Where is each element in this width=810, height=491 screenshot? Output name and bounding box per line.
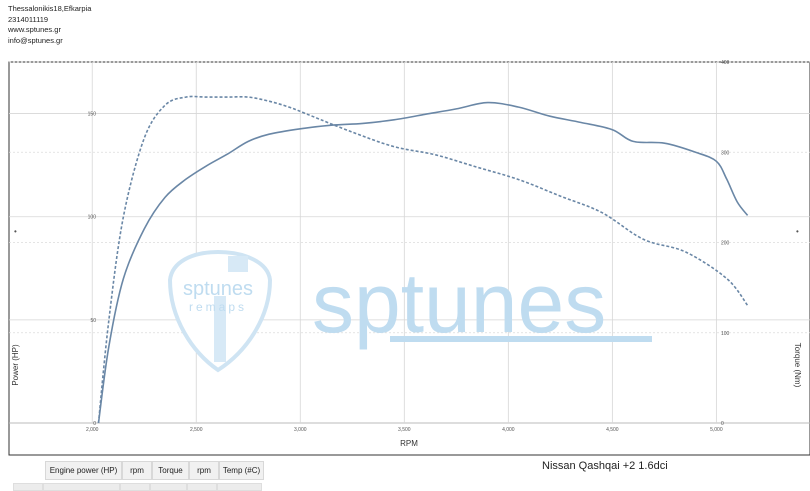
- header-power-rpm: rpm: [122, 461, 152, 480]
- watermark-logo-line1: sptunes: [183, 278, 253, 300]
- y-left-tick-label: 50: [90, 318, 96, 324]
- watermark-shield-logo: sptunes remaps: [167, 249, 273, 373]
- contact-info: Thessalonikis18,Efkarpia 2314011119 www.…: [8, 4, 91, 46]
- contact-address: Thessalonikis18,Efkarpia: [8, 4, 92, 13]
- y-right-tick-label: 300: [721, 150, 730, 156]
- edge-dot-left: •: [14, 227, 17, 236]
- y-left-tick-label: 100: [88, 215, 97, 221]
- x-tick-label: 4,000: [502, 427, 515, 433]
- contact-phone: 2314011119: [8, 14, 49, 24]
- power-curve: [97, 95, 749, 424]
- header-engine-power: Engine power (HP): [45, 461, 122, 480]
- y-right-tick-label: 200: [721, 241, 730, 247]
- header-torque-rpm: rpm: [189, 461, 219, 480]
- y-right-tick-label: 100: [721, 331, 730, 337]
- header-temp: Temp (#C): [219, 461, 264, 480]
- torque-curve: [97, 101, 749, 424]
- chart-grid: [9, 61, 810, 424]
- header-torque: Torque: [152, 461, 189, 480]
- contact-website: www.sptunes.gr: [8, 25, 61, 34]
- x-tick-label: 2,000: [86, 427, 99, 433]
- vehicle-name: Nissan Qashqai +2 1.6dci: [542, 460, 668, 472]
- y-right-tick-label: 400: [721, 60, 730, 66]
- x-tick-label: 5,000: [710, 427, 723, 433]
- x-tick-label: 3,500: [398, 427, 411, 433]
- dyno-chart: sptunes remaps sptunes 2,000 2,500 3,000 3,…: [8, 60, 810, 456]
- y-left-tick-label: 0: [93, 421, 96, 427]
- contact-email: info@sptunes.gr: [8, 35, 63, 45]
- x-axis-label: RPM: [400, 439, 418, 448]
- chart-lines: [97, 95, 749, 424]
- chart-ticks: 2,000 2,500 3,000 3,500 4,000 4,500 5,00005010…: [86, 60, 730, 433]
- y-left-tick-label: 150: [88, 112, 97, 118]
- watermark-underline: [390, 336, 652, 342]
- edge-dot-right: •: [796, 227, 799, 236]
- y-axis-left-label: Power (HP): [11, 344, 20, 386]
- x-tick-label: 2,500: [190, 427, 203, 433]
- results-table-header: Engine power (HP) rpm Torque rpm Temp (#…: [45, 461, 264, 480]
- watermark: sptunes remaps sptunes: [167, 249, 652, 373]
- watermark-logo-line2: remaps: [189, 300, 247, 314]
- x-tick-label: 4,500: [606, 427, 619, 433]
- x-tick-label: 3,000: [294, 427, 307, 433]
- y-right-tick-label: 0: [721, 421, 724, 427]
- y-axis-right-label: Torque (Nm): [793, 343, 802, 388]
- watermark-text: sptunes: [312, 256, 606, 350]
